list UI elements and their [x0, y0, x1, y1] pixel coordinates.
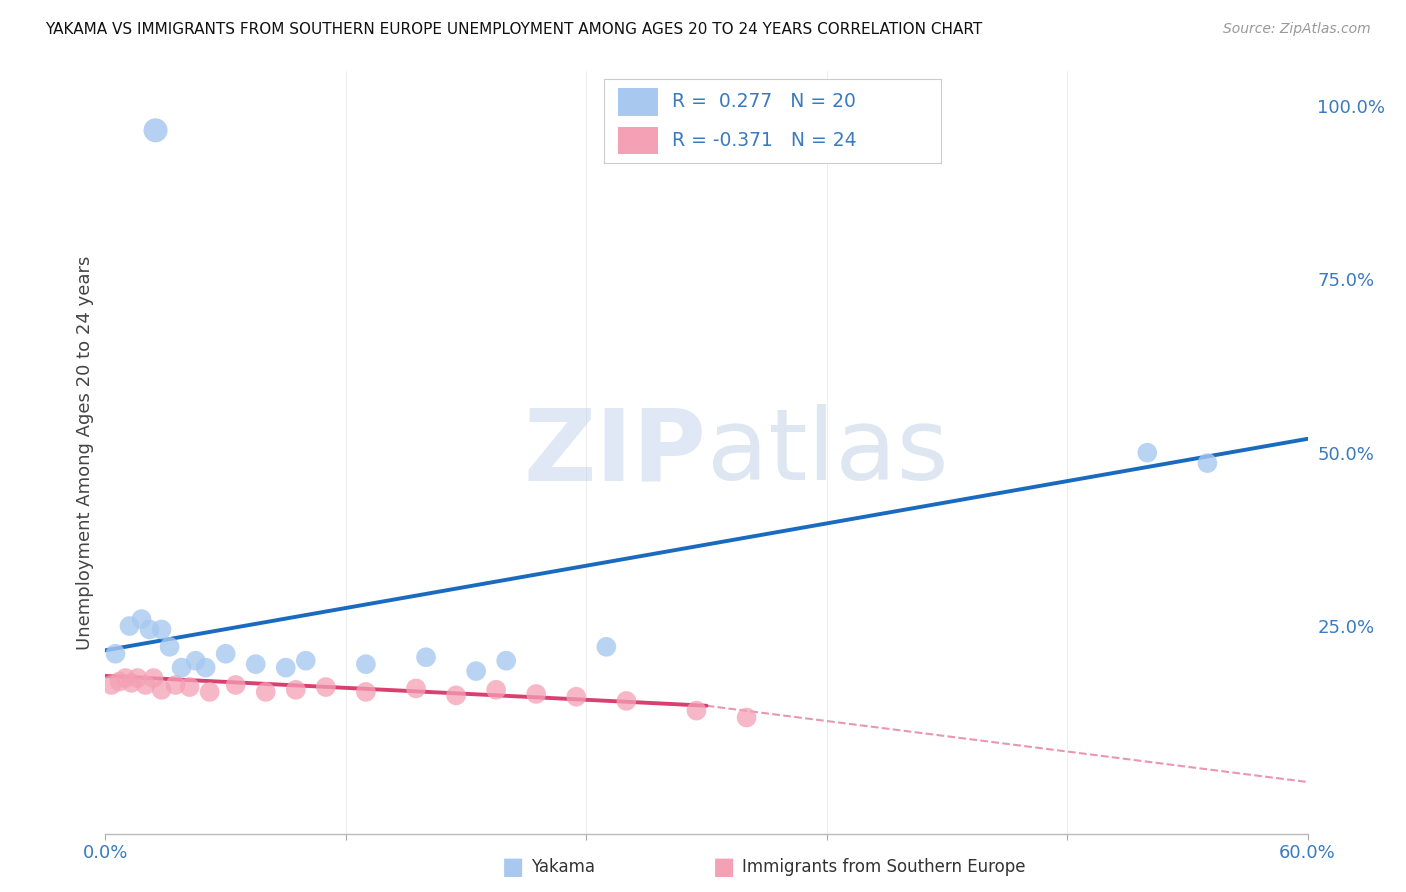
- Point: [616, 694, 638, 708]
- Point: [1136, 446, 1159, 460]
- Point: [245, 657, 267, 672]
- Point: [735, 710, 758, 724]
- Text: YAKAMA VS IMMIGRANTS FROM SOUTHERN EUROPE UNEMPLOYMENT AMONG AGES 20 TO 24 YEARS: YAKAMA VS IMMIGRANTS FROM SOUTHERN EUROP…: [45, 22, 983, 37]
- Text: ■: ■: [502, 855, 524, 879]
- Point: [145, 123, 167, 137]
- Point: [150, 682, 173, 697]
- Text: atlas: atlas: [707, 404, 948, 501]
- Point: [415, 650, 437, 665]
- Text: Immigrants from Southern Europe: Immigrants from Southern Europe: [742, 858, 1026, 876]
- Point: [214, 647, 236, 661]
- Point: [138, 623, 160, 637]
- Point: [135, 678, 157, 692]
- Point: [254, 685, 277, 699]
- Point: [284, 682, 307, 697]
- Point: [194, 660, 217, 674]
- Point: [198, 685, 221, 699]
- Point: [121, 676, 143, 690]
- Point: [274, 660, 297, 674]
- Point: [118, 619, 141, 633]
- Point: [179, 680, 201, 694]
- Point: [685, 704, 707, 718]
- Point: [142, 671, 165, 685]
- Text: ■: ■: [713, 855, 735, 879]
- Y-axis label: Unemployment Among Ages 20 to 24 years: Unemployment Among Ages 20 to 24 years: [76, 255, 94, 650]
- Point: [104, 647, 127, 661]
- Point: [405, 681, 427, 696]
- Point: [108, 674, 131, 689]
- Point: [150, 623, 173, 637]
- Point: [485, 682, 508, 697]
- Point: [444, 689, 467, 703]
- Text: Source: ZipAtlas.com: Source: ZipAtlas.com: [1223, 22, 1371, 37]
- Point: [184, 654, 207, 668]
- Point: [465, 664, 488, 678]
- Point: [495, 654, 517, 668]
- Point: [354, 685, 377, 699]
- Point: [165, 678, 187, 692]
- Point: [131, 612, 153, 626]
- Point: [524, 687, 547, 701]
- Text: Yakama: Yakama: [531, 858, 596, 876]
- Point: [315, 680, 337, 694]
- Point: [354, 657, 377, 672]
- Point: [565, 690, 588, 704]
- Point: [295, 654, 318, 668]
- Point: [170, 660, 193, 674]
- Text: ZIP: ZIP: [523, 404, 707, 501]
- Point: [1197, 456, 1219, 470]
- Point: [114, 671, 136, 685]
- Point: [225, 678, 247, 692]
- Point: [159, 640, 181, 654]
- Point: [127, 671, 149, 685]
- Point: [100, 678, 122, 692]
- Point: [595, 640, 617, 654]
